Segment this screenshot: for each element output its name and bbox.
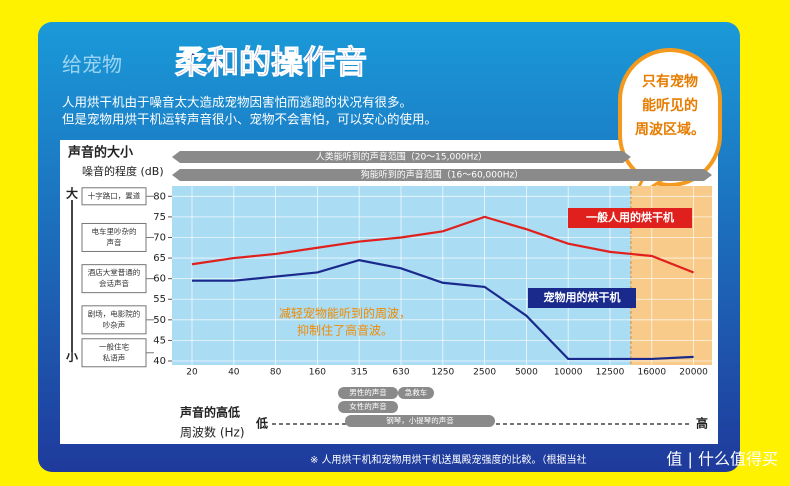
x-tick-label: 20 [186,368,198,378]
source-pill [345,415,495,427]
range-bar [172,169,712,181]
footnote: ※ 人用烘干机和宠物用烘干机送風殿宠强度的比較。（根据当社 [310,453,587,466]
x-low: 低 [255,416,268,431]
legend-label: 宠物用的烘干机 [544,290,621,304]
bubble [618,48,722,187]
reference-label: 吵杂声 [103,319,126,329]
y-tick-label: 50 [153,315,166,326]
reference-label: 电车里吵杂的 [92,226,137,236]
y-tick-label: 65 [153,253,166,264]
y-axis-label: 声音的大小 [67,145,133,161]
source-pill [338,387,398,399]
y-high: 大 [66,186,78,201]
range-label: 狗能听到的声音范围（16～60,000Hz） [361,169,523,181]
series-line [191,215,695,274]
y-tick-label: 70 [153,232,166,243]
range-label: 人类能听到的声音范围（20～15,000Hz） [316,151,487,163]
reference-label: 十字路口，置道 [88,190,141,200]
x-tick-label: 10000 [554,368,583,378]
pretitle: 给宠物 [62,53,122,77]
y-tick-label: 80 [153,191,166,202]
bubble-text: 周波区域。 [635,121,705,138]
reference-label: 会话声音 [99,278,129,288]
y-tick-label: 40 [153,356,166,367]
legend-box [528,288,636,308]
plot-area [172,186,631,365]
x-tick-label: 315 [351,368,368,378]
watermark: 值 | 什么值得买 [666,450,778,469]
subtitle: 但是宠物用烘干机运转声音很小、宠物不会害怕，可以安心的使用。 [62,112,437,127]
reference-box [81,222,147,252]
legend-box [568,208,692,228]
reference-label: 一般住宅 [99,341,129,351]
x-tick-label: 2500 [473,368,496,378]
reference-label: 声音 [107,237,122,247]
annotation: 抑制住了高音波。 [297,323,393,338]
x-tick-label: 20000 [679,368,708,378]
reference-box [81,264,147,294]
source-pill [398,387,434,399]
source-label: 女性的声音 [349,401,387,411]
legend-label: 一般人用的烘干机 [586,210,674,224]
reference-label: 剧场，电影院的 [88,308,141,318]
x-tick-label: 40 [228,368,240,378]
y-tick-label: 60 [153,274,166,285]
x-axis-label: 声音的高低 [179,405,240,420]
x-tick-label: 80 [270,368,282,378]
annotation: 减轻宠物能听到的周波， [279,306,411,321]
y-tick-label: 75 [153,212,166,223]
series-line [192,258,694,361]
reference-label: 酒店大堂普通的 [88,267,141,277]
x-tick-label: 160 [309,368,326,378]
y-low: 小 [66,349,78,364]
x-tick-label: 5000 [515,368,538,378]
source-label: 男性的声音 [349,387,387,397]
range-bar [172,151,631,163]
x-tick-label: 12500 [596,368,625,378]
x-tick-label: 630 [392,368,409,378]
x-high: 高 [696,416,708,431]
subtitle: 人用烘干机由于噪音太大造成宠物因害怕而逃跑的状况有很多。 [62,95,412,110]
reference-label: 私语声 [103,352,126,362]
x-axis-sublabel: 周波数 (Hz) [180,425,245,440]
source-pill [338,401,398,413]
x-tick-label: 16000 [637,368,666,378]
source-label: 钢琴，小提琴的声音 [386,415,454,425]
y-tick-label: 45 [153,335,166,346]
bubble-text: 能听见的 [642,97,698,114]
bubble-text: 只有宠物 [642,73,698,90]
chart-title: 柔和的操作音 [175,43,367,81]
y-axis-sublabel: 噪音的程度 (dB) [82,164,164,178]
y-tick-label: 55 [153,294,166,305]
source-label: 急救车 [405,387,428,397]
x-tick-label: 1250 [431,368,454,378]
